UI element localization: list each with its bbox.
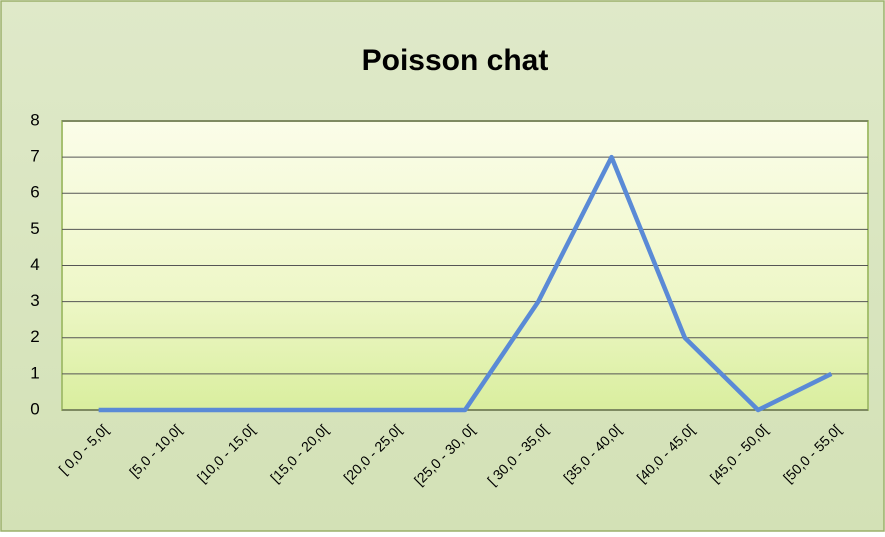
y-tick-label: 6	[30, 183, 39, 202]
y-tick-label: 8	[30, 110, 39, 129]
y-tick-label: 0	[30, 399, 39, 418]
y-tick-label: 2	[30, 327, 39, 346]
chart-title: Poisson chat	[362, 44, 549, 77]
y-tick-label: 5	[30, 219, 39, 238]
y-tick-label: 4	[30, 255, 39, 274]
data-line	[98, 154, 833, 413]
y-tick-label: 7	[30, 147, 39, 166]
y-tick-label: 1	[30, 363, 39, 382]
y-tick-label: 3	[30, 291, 39, 310]
